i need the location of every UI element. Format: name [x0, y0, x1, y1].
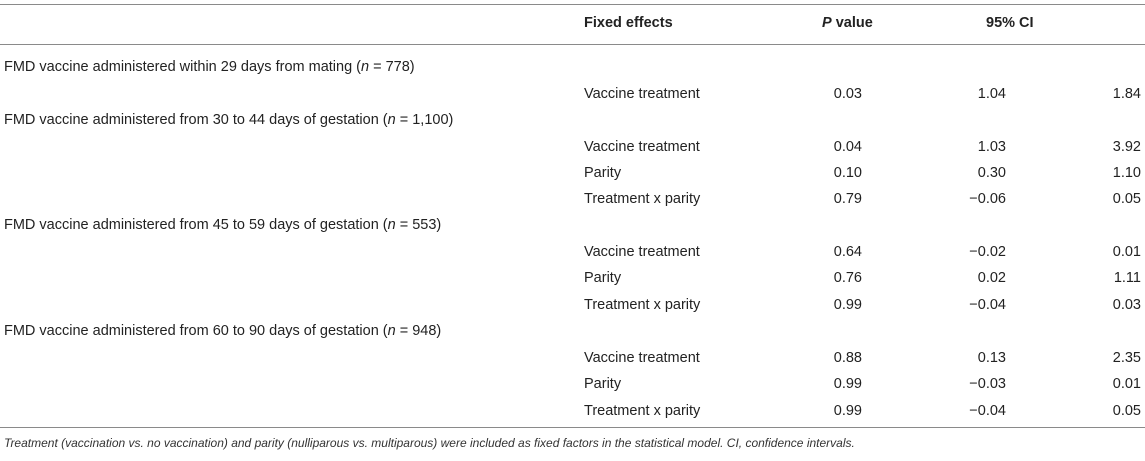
header-p-rest: value	[831, 15, 873, 31]
ci-high-cell: 0.01	[1112, 244, 1141, 260]
ci-high-cell: 0.01	[1112, 376, 1141, 392]
group-n-value: = 948)	[395, 323, 442, 339]
fixed-effect-cell: Treatment x parity	[584, 191, 701, 207]
header-95-ci: 95% CI	[986, 15, 1034, 31]
group-label-text: FMD vaccine administered within 29 days …	[4, 59, 361, 75]
fixed-effect-cell: Parity	[584, 165, 622, 181]
group-label-text: FMD vaccine administered from 45 to 59 d…	[4, 217, 388, 233]
ci-low-cell: −0.03	[969, 376, 1006, 392]
fixed-effect-cell: Vaccine treatment	[584, 86, 700, 102]
ci-low-cell: −0.02	[969, 244, 1006, 260]
p-value-cell: 0.99	[833, 376, 862, 392]
group-label: FMD vaccine administered from 30 to 44 d…	[4, 112, 453, 128]
header-p-italic: P	[822, 15, 832, 31]
p-value-cell: 0.04	[833, 139, 862, 155]
table-row: Parity 0.76 0.02 1.11	[0, 270, 1145, 290]
header-fixed-effects: Fixed effects	[584, 15, 673, 31]
fixed-effect-cell: Treatment x parity	[584, 403, 701, 419]
group-n-value: = 1,100)	[395, 112, 454, 128]
p-value-cell: 0.79	[833, 191, 862, 207]
ci-high-cell: 0.03	[1112, 297, 1141, 313]
ci-low-cell: 1.04	[977, 86, 1006, 102]
group-label-text: FMD vaccine administered from 60 to 90 d…	[4, 323, 388, 339]
group-label: FMD vaccine administered from 45 to 59 d…	[4, 217, 441, 233]
fixed-effect-cell: Vaccine treatment	[584, 139, 700, 155]
fixed-effect-cell: Vaccine treatment	[584, 350, 700, 366]
fixed-effect-cell: Parity	[584, 376, 622, 392]
fixed-effect-cell: Parity	[584, 270, 622, 286]
p-value-cell: 0.99	[833, 297, 862, 313]
table-row: Vaccine treatment 0.88 0.13 2.35	[0, 350, 1145, 370]
p-value-cell: 0.99	[833, 403, 862, 419]
table-row: Treatment x parity 0.99 −0.04 0.05	[0, 403, 1145, 423]
group-n-symbol: n	[387, 112, 396, 128]
ci-low-cell: 1.03	[977, 139, 1006, 155]
table-row: Treatment x parity 0.79 −0.06 0.05	[0, 191, 1145, 211]
table-row: Vaccine treatment 0.64 −0.02 0.01	[0, 244, 1145, 264]
group-label: FMD vaccine administered within 29 days …	[4, 59, 415, 75]
ci-low-cell: 0.13	[977, 350, 1006, 366]
ci-high-cell: 3.92	[1112, 139, 1141, 155]
bottom-rule	[0, 427, 1145, 428]
p-value-cell: 0.88	[833, 350, 862, 366]
top-rule	[0, 4, 1145, 5]
table-row: Parity 0.10 0.30 1.10	[0, 165, 1145, 185]
table-row: Treatment x parity 0.99 −0.04 0.03	[0, 297, 1145, 317]
group-n-value: = 553)	[395, 217, 442, 233]
ci-low-cell: −0.04	[969, 403, 1006, 419]
p-value-cell: 0.64	[833, 244, 862, 260]
ci-high-cell: 0.05	[1112, 403, 1141, 419]
ci-low-cell: 0.30	[977, 165, 1006, 181]
group-n-symbol: n	[387, 217, 396, 233]
ci-high-cell: 1.84	[1112, 86, 1141, 102]
fixed-effect-cell: Vaccine treatment	[584, 244, 700, 260]
ci-high-cell: 1.10	[1112, 165, 1141, 181]
ci-low-cell: −0.06	[969, 191, 1006, 207]
table-footnote: Treatment (vaccination vs. no vaccinatio…	[4, 436, 855, 450]
ci-low-cell: −0.04	[969, 297, 1006, 313]
header-rule	[0, 44, 1145, 45]
p-value-cell: 0.03	[833, 86, 862, 102]
group-label-text: FMD vaccine administered from 30 to 44 d…	[4, 112, 388, 128]
header-p-value: P value	[822, 15, 873, 31]
group-label: FMD vaccine administered from 60 to 90 d…	[4, 323, 441, 339]
fixed-effect-cell: Treatment x parity	[584, 297, 701, 313]
ci-low-cell: 0.02	[977, 270, 1006, 286]
table-row: Vaccine treatment 0.04 1.03 3.92	[0, 139, 1145, 159]
table-row: Parity 0.99 −0.03 0.01	[0, 376, 1145, 396]
table-row: Vaccine treatment 0.03 1.04 1.84	[0, 86, 1145, 106]
group-n-symbol: n	[387, 323, 396, 339]
p-value-cell: 0.76	[833, 270, 862, 286]
p-value-cell: 0.10	[833, 165, 862, 181]
ci-high-cell: 1.11	[1113, 270, 1141, 286]
ci-high-cell: 2.35	[1112, 350, 1141, 366]
group-n-symbol: n	[361, 59, 370, 75]
ci-high-cell: 0.05	[1112, 191, 1141, 207]
group-n-value: = 778)	[369, 59, 415, 75]
